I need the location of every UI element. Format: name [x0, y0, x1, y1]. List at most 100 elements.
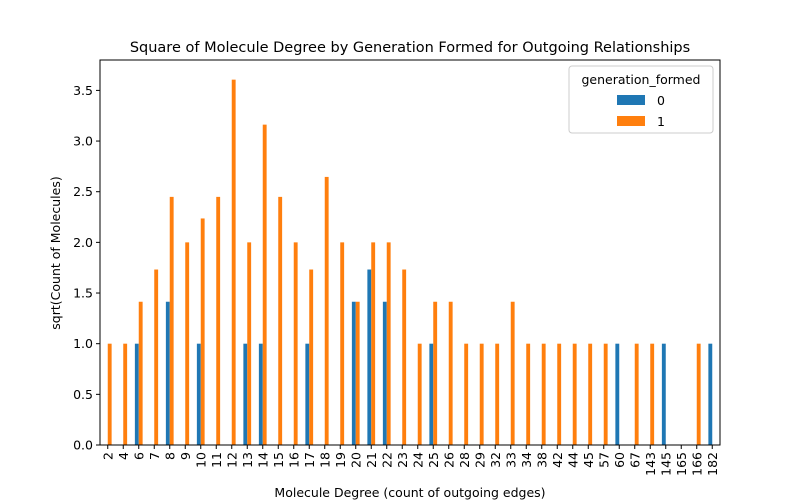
bar-series-1-13: [247, 242, 252, 445]
x-tick-label: 26: [441, 452, 456, 468]
bar-series-1-45: [588, 343, 593, 445]
x-tick-label: 29: [472, 452, 487, 468]
y-axis-label: sqrt(Count of Molecules): [48, 176, 63, 329]
y-tick-label: 0.0: [73, 438, 93, 453]
bar-series-1-166: [696, 343, 701, 445]
x-tick-label: 165: [674, 452, 689, 476]
bar-series-1-12: [231, 79, 236, 445]
bar-series-0-60: [615, 343, 620, 445]
bar-series-1-16: [293, 242, 298, 445]
legend-title: generation_formed: [581, 72, 700, 87]
x-tick-label: 57: [596, 452, 611, 468]
x-tick-label: 21: [364, 452, 379, 468]
bar-series-0-8: [165, 301, 170, 445]
legend: generation_formed 0 1: [568, 65, 714, 134]
legend-label-series-1: 1: [657, 114, 665, 129]
x-tick-label: 10: [193, 452, 208, 468]
bar-series-0-13: [243, 343, 248, 445]
legend-swatch-series-1: [617, 116, 645, 126]
bar-series-1-42: [557, 343, 562, 445]
bar-series-1-18: [324, 176, 329, 445]
bar-series-0-14: [258, 343, 263, 445]
bar-series-0-21: [367, 269, 372, 445]
x-tick-label: 14: [255, 452, 270, 468]
x-tick-label: 60: [612, 452, 627, 468]
x-tick-label: 24: [410, 452, 425, 468]
bar-series-1-11: [216, 196, 221, 445]
x-tick-label: 17: [302, 452, 317, 468]
bar-series-1-28: [464, 343, 469, 445]
x-tick-label: 143: [643, 452, 658, 476]
bar-series-0-10: [196, 343, 201, 445]
bar-series-1-14: [262, 124, 267, 446]
bar-series-0-17: [305, 343, 310, 445]
x-tick-label: 19: [333, 452, 348, 468]
y-tick-label: 3.0: [73, 134, 93, 149]
x-tick-label: 166: [689, 452, 704, 476]
bar-series-1-6: [138, 301, 143, 445]
bar-series-1-10: [200, 218, 205, 445]
y-tick-label: 2.0: [73, 235, 93, 250]
x-ticks-group: 2 4 6 7 8 9 10 11 12 13 14 15 16 17 18 19 20 21 22 23 24 25 26…: [100, 445, 720, 476]
bar-series-1-26: [448, 301, 453, 445]
bar-series-1-34: [526, 343, 531, 445]
x-tick-label: 8: [162, 452, 177, 460]
bar-series-1-33: [510, 301, 515, 445]
bar-series-1-4: [123, 343, 128, 445]
x-tick-label: 42: [550, 452, 565, 468]
x-tick-label: 13: [240, 452, 255, 468]
bar-series-1-25: [433, 301, 438, 445]
x-tick-label: 9: [178, 452, 193, 460]
x-tick-label: 182: [705, 452, 720, 476]
x-tick-label: 16: [286, 452, 301, 468]
x-tick-label: 11: [209, 452, 224, 468]
y-tick-label: 1.5: [73, 286, 93, 301]
x-tick-label: 20: [348, 452, 363, 468]
y-tick-label: 2.5: [73, 184, 93, 199]
bar-series-1-21: [371, 242, 376, 445]
x-tick-label: 7: [147, 452, 162, 460]
bar-series-1-9: [185, 242, 190, 445]
x-tick-label: 15: [271, 452, 286, 468]
x-tick-label: 12: [224, 452, 239, 468]
bar-series-1-32: [495, 343, 500, 445]
x-tick-label: 4: [116, 452, 131, 460]
bar-series-1-24: [417, 343, 422, 445]
bar-series-1-20: [355, 301, 360, 445]
x-tick-label: 34: [519, 452, 534, 468]
x-tick-label: 25: [426, 452, 441, 468]
bar-series-1-7: [154, 269, 159, 445]
y-tick-label: 3.5: [73, 83, 93, 98]
y-ticks-group: 0.0 0.5 1.0 1.5 2.0 2.5 3.0 3.5: [73, 83, 100, 453]
bar-series-1-2: [107, 343, 112, 445]
bar-series-0-6: [134, 343, 139, 445]
y-tick-label: 0.5: [73, 387, 93, 402]
bar-series-1-38: [541, 343, 546, 445]
bar-series-1-143: [650, 343, 655, 445]
y-tick-label: 1.0: [73, 336, 93, 351]
x-tick-label: 145: [658, 452, 673, 476]
x-tick-label: 67: [627, 452, 642, 468]
chart-title: Square of Molecule Degree by Generation …: [130, 40, 690, 56]
bar-series-1-8: [169, 196, 174, 445]
bar-series-1-22: [386, 242, 391, 445]
bar-series-1-29: [479, 343, 484, 445]
bar-series-1-57: [603, 343, 608, 445]
bar-series-1-44: [572, 343, 577, 445]
x-tick-label: 23: [395, 452, 410, 468]
bar-series-0-145: [661, 343, 666, 445]
x-tick-label: 22: [379, 452, 394, 468]
x-tick-label: 6: [131, 452, 146, 460]
bar-series-1-19: [340, 242, 345, 445]
bar-series-1-17: [309, 269, 314, 445]
x-tick-label: 2: [100, 452, 115, 460]
x-tick-label: 44: [565, 452, 580, 468]
bar-series-1-15: [278, 196, 283, 445]
plot-frame: [99, 59, 721, 446]
bar-series-0-22: [382, 301, 387, 445]
legend-swatch-series-0: [617, 95, 645, 105]
x-axis-label: Molecule Degree (count of outgoing edges…: [274, 485, 545, 500]
legend-label-series-0: 0: [657, 93, 665, 108]
